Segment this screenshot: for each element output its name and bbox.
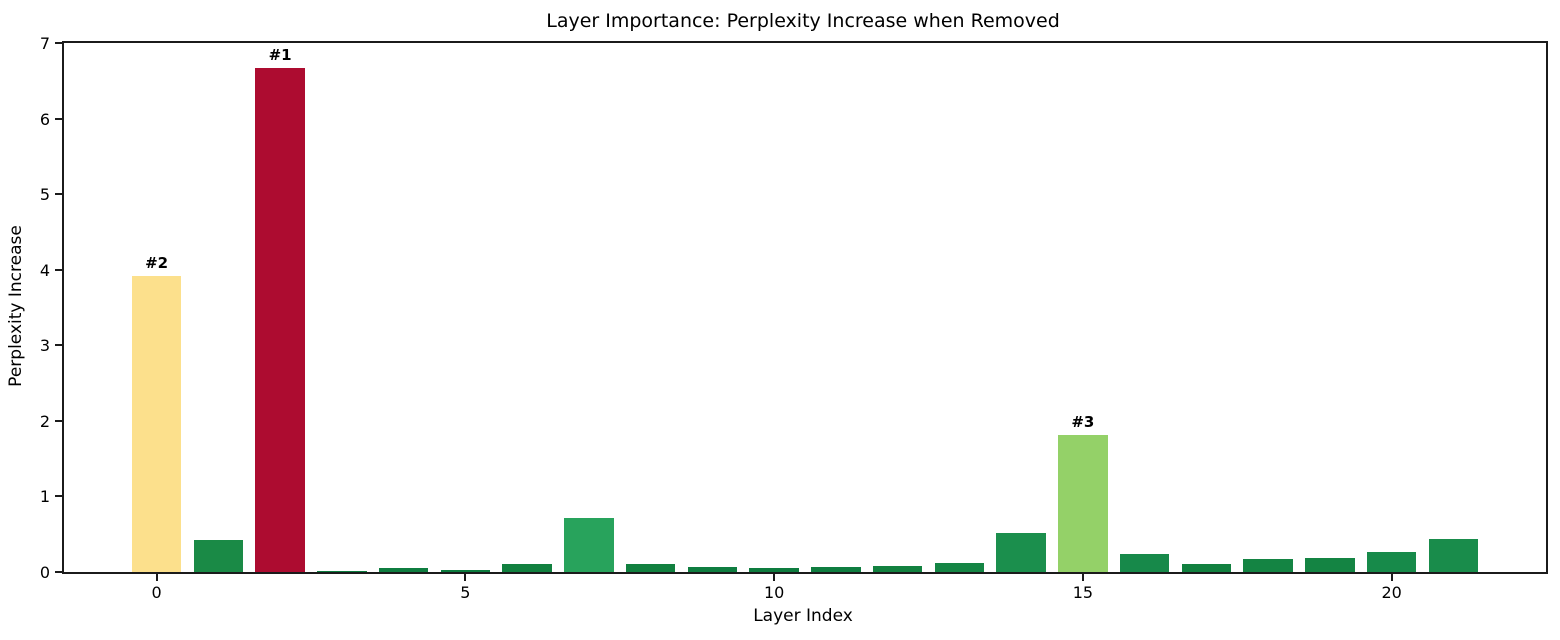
bar-layer-9 [687, 567, 738, 572]
x-tick-mark [1081, 574, 1084, 581]
bar-layer-19 [1305, 558, 1355, 572]
y-tick-label: 2 [39, 411, 50, 431]
bar-layer-12 [872, 565, 923, 572]
bar-layer-3 [317, 571, 367, 572]
bar-layer-11 [811, 567, 861, 572]
rank-annotation-layer-15: #3 [1071, 413, 1095, 432]
x-tick-mark [155, 574, 158, 581]
y-tick-mark [55, 571, 62, 573]
y-tick-label: 6 [39, 109, 50, 129]
y-tick-mark [55, 344, 62, 347]
x-tick-label: 0 [151, 583, 162, 602]
bar-layer-10 [749, 568, 799, 572]
bar-layer-18 [1243, 559, 1293, 572]
x-tick-mark [464, 574, 467, 581]
bar-layer-17 [1181, 564, 1232, 572]
y-tick-label: 0 [39, 563, 50, 582]
bar-layer-21 [1428, 538, 1479, 572]
x-tick-label: 15 [1072, 583, 1094, 602]
y-tick-label: 4 [39, 260, 50, 280]
y-tick-label: 7 [39, 34, 50, 53]
x-tick-mark [1390, 574, 1393, 581]
bar-layer-15 [1058, 435, 1108, 572]
y-tick-mark [55, 268, 62, 271]
bar-layer-14 [996, 533, 1046, 572]
bar-layer-20 [1366, 552, 1417, 572]
bar-layer-6 [502, 564, 552, 572]
plot-area: #1 #2 #3 [62, 41, 1548, 574]
rank-annotation-layer-2: #1 [268, 45, 292, 64]
chart-title: Layer Importance: Perplexity Increase wh… [546, 10, 1060, 32]
bar-layer-7 [564, 517, 614, 572]
y-tick-mark [55, 495, 62, 498]
x-tick-label: 5 [460, 583, 471, 602]
bar-layer-1 [193, 540, 244, 572]
y-tick-mark [55, 419, 62, 422]
y-tick-label: 1 [39, 487, 50, 507]
y-axis-label: Perplexity Increase [6, 225, 26, 387]
bar-layer-13 [934, 562, 985, 572]
bar-layer-0 [131, 275, 182, 572]
bar-layer-2 [255, 67, 305, 572]
y-tick-label: 3 [39, 336, 50, 356]
y-tick-mark [55, 42, 62, 44]
x-tick-label: 20 [1381, 583, 1402, 602]
y-tick-mark [55, 117, 62, 120]
bar-layer-5 [440, 569, 491, 572]
bar-layer-4 [378, 568, 429, 572]
bar-layer-16 [1119, 553, 1170, 572]
y-tick-label: 5 [39, 185, 50, 205]
x-tick-label: 10 [763, 583, 785, 602]
y-tick-mark [55, 193, 62, 196]
x-axis-label: Layer Index [753, 606, 853, 626]
rank-annotation-layer-0: #2 [145, 253, 169, 272]
bar-layer-8 [625, 564, 676, 572]
x-tick-mark [773, 574, 776, 581]
